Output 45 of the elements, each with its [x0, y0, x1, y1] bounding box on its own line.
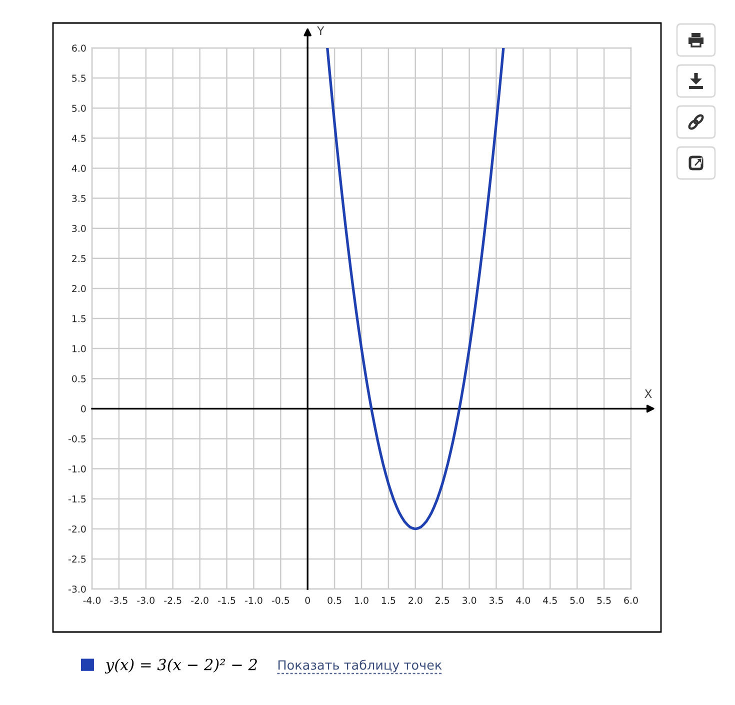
- x-tick-label: -1.0: [244, 596, 262, 604]
- x-tick-label: 5.0: [570, 596, 584, 604]
- x-tick-label: -1.5: [218, 596, 236, 604]
- y-tick-label: 4.5: [72, 134, 86, 142]
- y-tick-label: 2.0: [72, 285, 86, 292]
- y-tick-label: -3.0: [68, 586, 86, 593]
- y-tick-label: 0.5: [72, 375, 86, 382]
- x-tick-label: 0: [305, 596, 310, 604]
- x-tick-label: 4.0: [516, 596, 530, 604]
- y-tick-label: -1.5: [68, 496, 86, 503]
- y-tick-label: -2.0: [68, 525, 86, 533]
- x-tick-label: 2.5: [436, 596, 450, 604]
- x-tick-label: 5.5: [597, 596, 611, 604]
- x-tick-label: -3.5: [110, 596, 128, 604]
- y-tick-label: 1.0: [72, 345, 86, 352]
- y-tick-label: 5.5: [72, 74, 86, 82]
- x-tick-label: 1.0: [355, 596, 368, 604]
- x-tick-label: 3.0: [462, 596, 476, 604]
- x-tick-label: -2.5: [164, 596, 182, 604]
- line-series: [326, 48, 505, 530]
- x-tick-label: 4.5: [543, 596, 557, 604]
- x-tick-label: 3.5: [489, 596, 503, 604]
- y-axis-title: Y: [317, 26, 324, 36]
- x-axis-title: X: [644, 389, 652, 398]
- x-tick-label: 2.0: [408, 596, 422, 604]
- y-tick-label: 4.0: [72, 164, 86, 172]
- x-tick-label: -3.0: [137, 596, 154, 604]
- legend-label: y(x) = 3(x − 2)² − 2: [104, 658, 257, 674]
- x-tick-label: 0.5: [328, 596, 342, 604]
- y-tick-label: -0.5: [68, 435, 86, 442]
- y-tick-label: 5.0: [72, 104, 86, 112]
- x-tick-label: -2.0: [191, 596, 208, 604]
- y-tick-label: 1.5: [72, 315, 86, 322]
- x-tick-label: 6.0: [624, 596, 638, 604]
- x-tick-label: -0.5: [272, 596, 290, 604]
- y-tick-label: 3.5: [72, 194, 86, 202]
- y-tick-label: -1.0: [68, 465, 86, 472]
- y-tick-label: 0: [81, 405, 86, 412]
- x-tick-label: -4.0: [83, 596, 101, 604]
- y-tick-label: 3.0: [72, 224, 86, 232]
- y-tick-label: -2.5: [68, 556, 86, 563]
- y-tick-label: 6.0: [72, 44, 86, 52]
- y-tick-label: 2.5: [72, 254, 86, 262]
- x-tick-label: 1.5: [382, 596, 396, 604]
- text: Показать таблицу точек: [278, 660, 442, 672]
